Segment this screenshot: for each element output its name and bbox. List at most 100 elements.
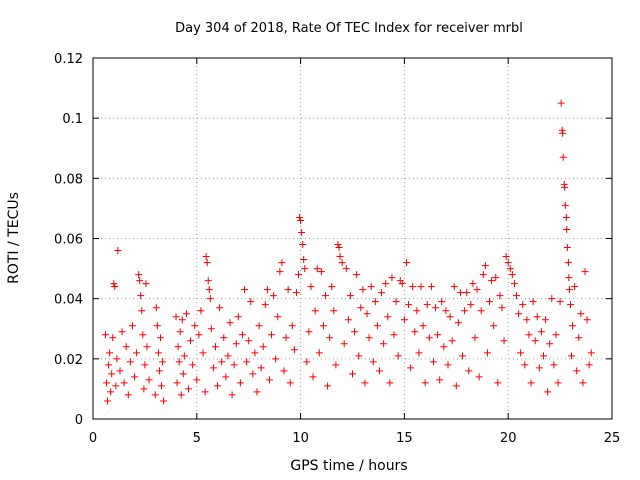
data-point-marker (284, 286, 292, 294)
data-point-marker (400, 316, 408, 324)
data-point-marker (280, 367, 288, 375)
data-point-marker (101, 331, 109, 339)
data-point-marker (510, 280, 518, 288)
data-point-marker (363, 310, 371, 318)
data-point-marker (292, 289, 300, 297)
data-point-marker (475, 373, 483, 381)
data-point-marker (565, 274, 573, 282)
data-point-marker (533, 313, 541, 321)
data-point-marker (340, 340, 348, 348)
data-point-marker (236, 379, 244, 387)
data-point-marker (461, 307, 469, 315)
data-point-marker (562, 213, 570, 221)
data-point-marker (158, 382, 166, 390)
data-point-marker (155, 367, 163, 375)
data-point-marker (202, 253, 210, 261)
data-point-marker (486, 298, 494, 306)
data-point-marker (369, 358, 377, 366)
data-point-marker (571, 283, 579, 291)
data-point-marker (444, 361, 452, 369)
data-point-marker (276, 268, 284, 276)
data-point-marker (371, 298, 379, 306)
data-point-marker (375, 367, 383, 375)
data-point-marker (135, 271, 143, 279)
data-point-marker (106, 349, 114, 357)
data-point-marker (255, 322, 263, 330)
data-point-marker (128, 322, 136, 330)
y-tick-label: 0.06 (54, 233, 83, 248)
data-point-marker (249, 370, 257, 378)
data-point-marker (398, 280, 406, 288)
data-point-marker (122, 343, 130, 351)
data-point-marker (315, 349, 323, 357)
data-point-marker (575, 334, 583, 342)
data-point-marker (568, 352, 576, 360)
data-point-marker (151, 391, 159, 399)
data-point-marker (204, 277, 212, 285)
data-point-marker (226, 319, 234, 327)
data-point-marker (261, 301, 269, 309)
data-point-marker (153, 322, 161, 330)
data-point-marker (319, 322, 327, 330)
data-point-marker (346, 292, 354, 300)
data-point-marker (557, 99, 565, 107)
data-point-marker (442, 307, 450, 315)
data-point-marker (307, 283, 315, 291)
data-point-marker (392, 298, 400, 306)
data-point-marker (182, 310, 190, 318)
data-point-marker (386, 379, 394, 387)
data-point-marker (207, 325, 215, 333)
data-point-marker (338, 259, 346, 267)
data-point-marker (421, 379, 429, 387)
data-point-marker (500, 337, 508, 345)
data-point-marker (131, 373, 139, 381)
data-point-marker (359, 286, 367, 294)
data-point-marker (577, 310, 585, 318)
data-point-marker (481, 262, 489, 270)
data-point-marker (436, 376, 444, 384)
x-tick-label: 5 (193, 431, 201, 446)
axis-ticks: 0 5 10 15 20 25 0 0.02 0.04 0.06 0.08 0.1 0.12 (54, 52, 620, 446)
data-point-marker (228, 391, 236, 399)
data-point-marker (353, 271, 361, 279)
data-point-marker (220, 334, 228, 342)
data-point-marker (272, 355, 280, 363)
data-point-marker (111, 283, 119, 291)
data-point-marker (465, 367, 473, 375)
data-point-marker (102, 379, 110, 387)
data-point-marker (145, 376, 153, 384)
data-point-marker (467, 301, 475, 309)
data-point-marker (245, 337, 253, 345)
data-point-marker (232, 340, 240, 348)
data-point-marker (253, 388, 261, 396)
data-point-marker (490, 322, 498, 330)
data-point-marker (367, 283, 375, 291)
data-point-marker (373, 322, 381, 330)
data-point-marker (124, 391, 132, 399)
y-axis-title: ROTI / TECUs (6, 192, 22, 284)
data-point-marker (561, 183, 569, 191)
data-point-marker (415, 349, 423, 357)
y-tick-label: 0.08 (54, 172, 83, 187)
data-point-marker (176, 328, 184, 336)
data-point-marker (313, 265, 321, 273)
data-point-marker (301, 265, 309, 273)
x-tick-label: 25 (604, 431, 621, 446)
data-point-marker (537, 328, 545, 336)
data-point-marker (552, 331, 560, 339)
data-point-marker (521, 361, 529, 369)
data-point-marker (126, 358, 134, 366)
data-point-marker (407, 364, 415, 372)
y-tick-label: 0.12 (54, 52, 83, 67)
data-point-marker (419, 322, 427, 330)
data-point-marker (432, 304, 440, 312)
data-point-marker (502, 253, 510, 261)
data-point-marker (413, 307, 421, 315)
data-point-marker (459, 352, 467, 360)
data-point-marker (388, 274, 396, 282)
data-point-marker (515, 310, 523, 318)
data-point-marker (448, 337, 456, 345)
data-point-marker (108, 370, 116, 378)
